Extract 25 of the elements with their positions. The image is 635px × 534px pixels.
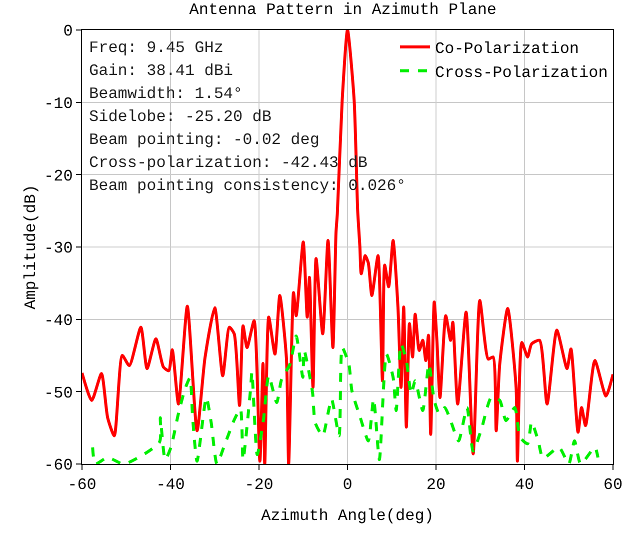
y-tick-label: -50 — [44, 384, 73, 402]
legend-label: Co-Polarization — [435, 40, 580, 58]
x-tick-label: -40 — [156, 476, 185, 494]
annotation: Beamwidth: 1.54° — [89, 85, 243, 103]
y-axis-title: Amplitude(dB) — [22, 184, 40, 310]
x-tick-label: 0 — [342, 476, 352, 494]
y-tick-label: -40 — [44, 312, 73, 330]
x-tick-label: 20 — [426, 476, 446, 494]
y-tick-label: -60 — [44, 456, 73, 475]
annotation: Freq: 9.45 GHz — [89, 39, 224, 57]
line-series — [91, 334, 600, 464]
chart-title: Antenna Pattern in Azimuth Plane — [189, 0, 497, 19]
x-tick-label: -60 — [68, 476, 96, 494]
legend-label: Cross-Polarization — [435, 64, 608, 82]
y-tick-label: 0 — [63, 22, 73, 41]
x-tick-label: 60 — [603, 476, 623, 494]
y-tick-label: -10 — [44, 94, 73, 113]
y-tick-label: -30 — [44, 240, 73, 258]
y-tick-label: -20 — [44, 167, 73, 186]
annotation: Gain: 38.41 dBi — [89, 62, 234, 80]
x-tick-label: -20 — [244, 476, 274, 494]
x-tick-label: 40 — [514, 476, 534, 494]
annotation: Beam pointing: -0.02 deg — [89, 131, 320, 149]
annotation: Sidelobe: -25.20 dB — [89, 108, 272, 126]
x-axis-title: Azimuth Angle(deg) — [261, 506, 434, 525]
